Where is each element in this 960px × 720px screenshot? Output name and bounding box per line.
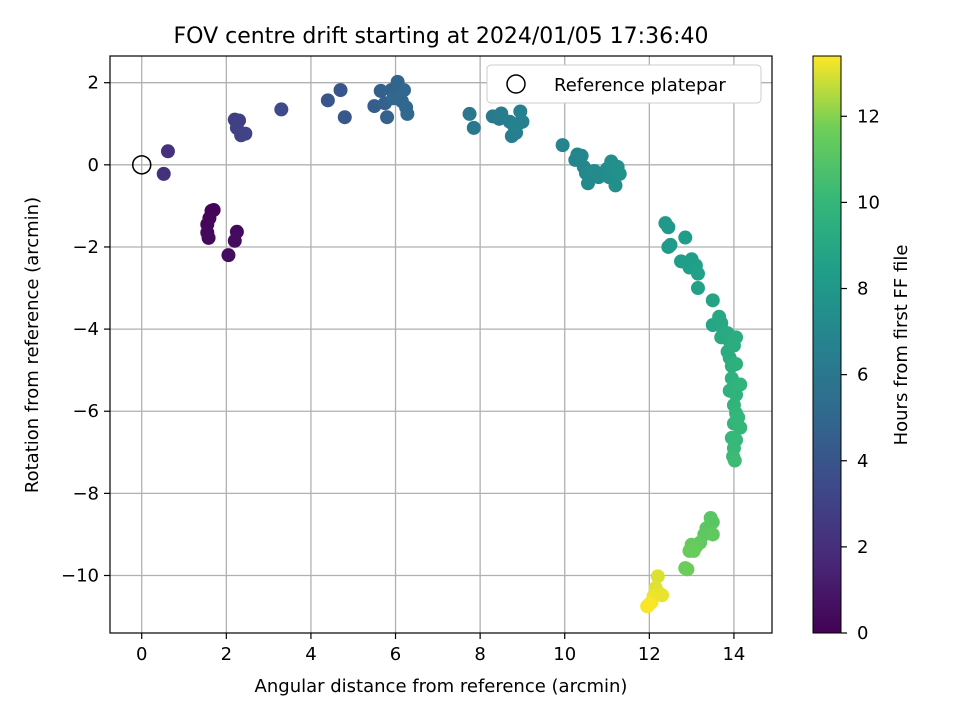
data-point bbox=[690, 266, 705, 281]
data-point bbox=[156, 166, 171, 181]
data-point bbox=[663, 237, 678, 252]
reference-point bbox=[131, 155, 152, 175]
data-point bbox=[705, 293, 720, 308]
data-point bbox=[227, 233, 242, 248]
data-point bbox=[386, 91, 401, 106]
legend-marker bbox=[506, 74, 526, 94]
data-point bbox=[274, 102, 289, 117]
x-axis-label: Angular distance from reference (arcmin) bbox=[255, 676, 628, 697]
legend-box bbox=[486, 64, 762, 104]
data-point bbox=[678, 230, 693, 245]
y-tick-label: −4 bbox=[72, 319, 99, 340]
data-point bbox=[380, 110, 395, 125]
colorbar-tick-label: 6 bbox=[857, 365, 868, 386]
data-point bbox=[373, 83, 388, 98]
colorbar-ticks: 0 2 4 6 8 10 12 bbox=[841, 106, 880, 644]
colorbar-label: Hours from first FF file bbox=[891, 245, 912, 446]
y-tick-label: −8 bbox=[72, 483, 99, 504]
data-point bbox=[555, 138, 570, 153]
y-tick-label: 2 bbox=[88, 73, 99, 94]
data-point bbox=[462, 106, 477, 121]
x-tick-label: 12 bbox=[638, 644, 661, 665]
y-tick-label: 0 bbox=[88, 155, 99, 176]
x-tick-label: 10 bbox=[553, 644, 576, 665]
data-point bbox=[221, 248, 236, 263]
data-point bbox=[686, 543, 701, 558]
legend: Reference platepar bbox=[486, 64, 762, 104]
plot-frame bbox=[109, 55, 773, 634]
data-point bbox=[705, 527, 720, 542]
data-point bbox=[729, 357, 744, 372]
x-tick-label: 14 bbox=[722, 644, 745, 665]
data-point bbox=[642, 597, 657, 612]
grid bbox=[110, 56, 772, 633]
data-point bbox=[506, 118, 521, 133]
data-point bbox=[574, 148, 589, 163]
data-point bbox=[367, 99, 382, 114]
data-point bbox=[733, 377, 748, 392]
legend-label: Reference platepar bbox=[554, 75, 726, 96]
data-point bbox=[650, 569, 665, 584]
x-tick-label: 0 bbox=[136, 644, 147, 665]
data-point bbox=[238, 126, 253, 141]
data-point bbox=[580, 176, 595, 191]
x-tick-label: 4 bbox=[305, 644, 316, 665]
data-point bbox=[733, 420, 748, 435]
colorbar-tick-label: 12 bbox=[857, 106, 880, 127]
chart-title: FOV centre drift starting at 2024/01/05 … bbox=[174, 24, 709, 49]
data-point bbox=[333, 83, 348, 98]
data-point bbox=[680, 562, 695, 577]
data-point bbox=[400, 106, 415, 121]
data-point bbox=[690, 281, 705, 296]
y-axis-ticks: −10 −8 −6 −4 −2 0 2 bbox=[61, 73, 110, 587]
colorbar-tick-label: 10 bbox=[857, 192, 880, 213]
data-point bbox=[608, 178, 623, 193]
colorbar-tick-label: 8 bbox=[857, 279, 868, 300]
data-point bbox=[727, 453, 742, 468]
colorbar-tick-label: 4 bbox=[857, 451, 868, 472]
x-axis-ticks: 0 2 4 6 8 10 12 14 bbox=[136, 633, 745, 665]
data-point bbox=[396, 83, 411, 98]
x-tick-label: 6 bbox=[390, 644, 401, 665]
data-points bbox=[156, 74, 748, 614]
y-axis-label: Rotation from reference (arcmin) bbox=[22, 197, 43, 493]
x-tick-label: 2 bbox=[221, 644, 232, 665]
data-point bbox=[492, 111, 507, 126]
y-tick-label: −10 bbox=[61, 566, 99, 587]
colorbar-tick-label: 2 bbox=[857, 537, 868, 558]
colorbar-tick-label: 0 bbox=[857, 623, 868, 644]
data-point bbox=[337, 110, 352, 125]
data-point bbox=[661, 220, 676, 235]
data-point bbox=[201, 230, 216, 245]
data-point bbox=[466, 120, 481, 135]
x-tick-label: 8 bbox=[474, 644, 485, 665]
colorbar bbox=[812, 55, 842, 634]
y-tick-label: −2 bbox=[72, 237, 99, 258]
data-point bbox=[729, 330, 744, 345]
data-point bbox=[320, 93, 335, 108]
y-tick-label: −6 bbox=[72, 401, 99, 422]
data-point bbox=[160, 144, 175, 159]
data-point bbox=[612, 166, 627, 181]
